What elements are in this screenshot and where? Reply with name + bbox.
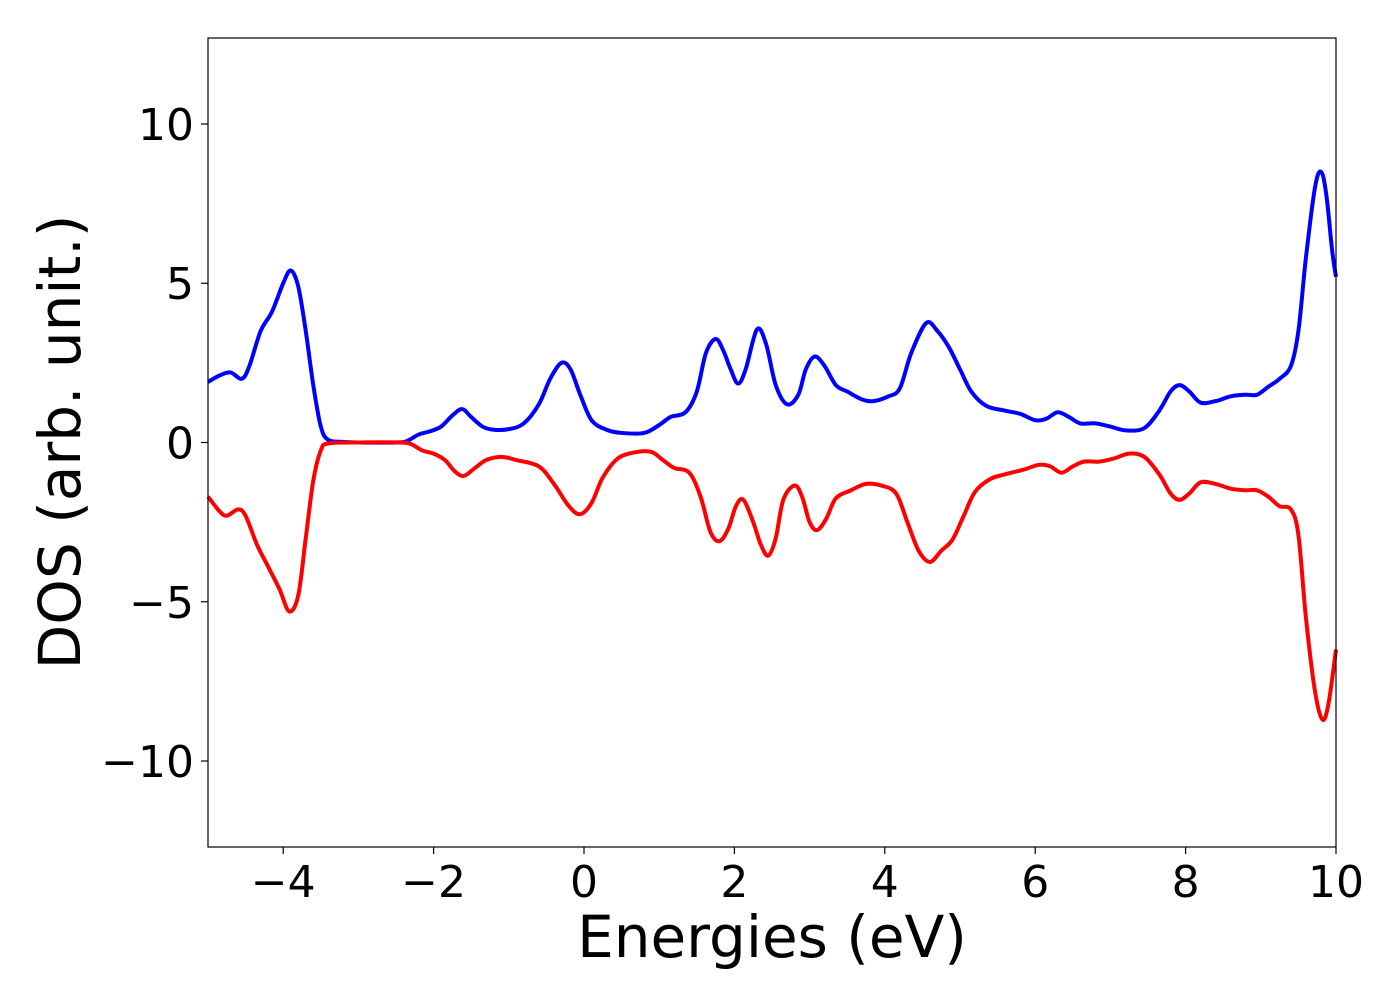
x-axis: −4 −2 0 2 4 6 8 10 — [251, 847, 1364, 908]
x-axis-label: Energies (eV) — [577, 903, 967, 971]
x-tick-label: 10 — [1308, 857, 1364, 908]
y-tick-label: −10 — [101, 737, 194, 788]
y-tick-label: 5 — [166, 259, 194, 310]
x-tick-label: −2 — [401, 857, 466, 908]
series-layer — [206, 169, 1338, 723]
x-tick-label: 0 — [570, 857, 598, 908]
y-axis: 10 5 0 −5 −10 — [101, 100, 208, 788]
y-tick-label: 0 — [166, 419, 194, 470]
x-tick-label: 4 — [871, 857, 899, 908]
y-tick-label: 10 — [138, 100, 194, 151]
x-tick-label: 6 — [1021, 857, 1049, 908]
x-tick-label: −4 — [251, 857, 316, 908]
x-tick-label: 2 — [720, 857, 748, 908]
x-tick-label: 8 — [1172, 857, 1200, 908]
y-tick-label: −5 — [129, 578, 194, 629]
y-axis-label: DOS (arb. unit.) — [26, 215, 94, 670]
series-line-2 — [206, 440, 1338, 723]
